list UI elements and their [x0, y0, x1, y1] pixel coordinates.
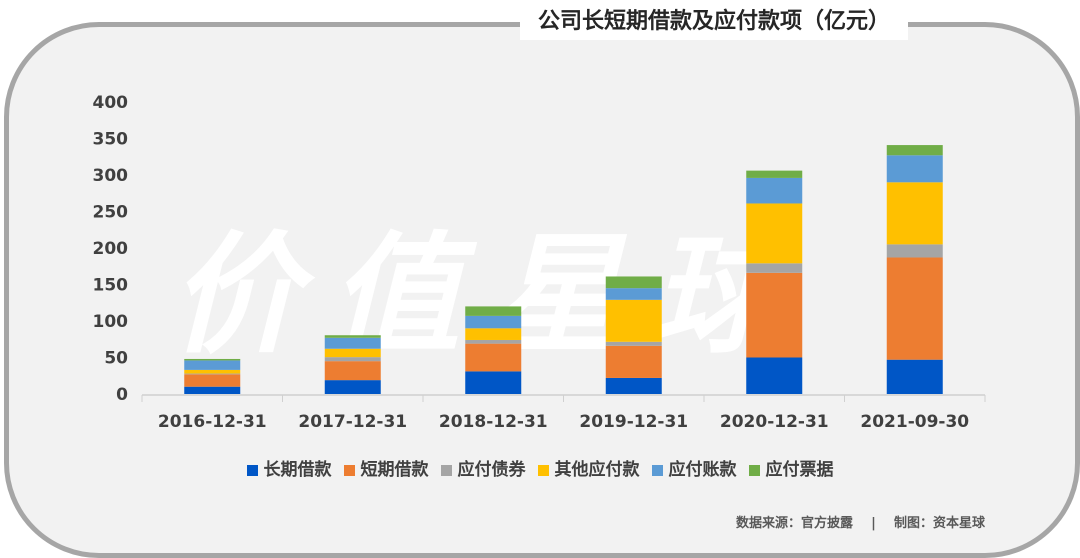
- bar-segment: [184, 358, 241, 361]
- legend-label: 应付债券: [457, 460, 526, 480]
- bar-segment: [746, 203, 803, 264]
- x-tick-label: 2017-12-31: [298, 412, 407, 432]
- bar-segment: [605, 276, 662, 289]
- x-tick-label: 2019-12-31: [579, 412, 688, 432]
- y-tick-label: 200: [93, 239, 129, 259]
- y-tick-label: 250: [93, 203, 129, 223]
- legend-swatch: [440, 464, 452, 476]
- y-tick-label: 300: [93, 166, 129, 186]
- x-tick-label: 2018-12-31: [439, 412, 548, 432]
- bar-segment: [465, 315, 522, 329]
- y-tick-label: 100: [93, 312, 129, 332]
- x-tick-label: 2020-12-31: [720, 412, 829, 432]
- chart-title: 公司长短期借款及应付款项（亿元）: [520, 4, 909, 40]
- bar-segment: [886, 359, 943, 394]
- legend-swatch: [537, 464, 549, 476]
- bar-segment: [465, 339, 522, 344]
- bar-segment: [324, 335, 381, 338]
- bar-segment: [746, 357, 803, 394]
- bar-segment: [184, 374, 241, 387]
- y-tick-label: 0: [116, 385, 128, 405]
- legend-item: 其他应付款: [537, 460, 640, 480]
- legend-label: 应付票据: [765, 460, 834, 480]
- bar-segment: [886, 145, 943, 156]
- bar-segment: [746, 170, 803, 178]
- bar-segment: [465, 328, 522, 340]
- bar-segment: [886, 182, 943, 245]
- bar-segment: [324, 361, 381, 381]
- bar-segment: [886, 244, 943, 258]
- separator: |: [871, 516, 876, 531]
- x-tick-label: 2016-12-31: [158, 412, 267, 432]
- bar-segment: [184, 360, 241, 370]
- legend-item: 长期借款: [246, 460, 332, 480]
- bar-segment: [605, 345, 662, 378]
- legend: 长期借款 短期借款 应付债券 其他应付款 应付账款 应付票据: [0, 455, 1080, 480]
- bar-segment: [465, 371, 522, 394]
- bar-segment: [465, 306, 522, 316]
- bar-segment: [324, 348, 381, 358]
- bar-segment: [605, 341, 662, 346]
- bar-segment: [605, 288, 662, 300]
- footer: 数据来源：官方披露 | 制图：资本星球: [736, 512, 985, 531]
- bar-segment: [324, 357, 381, 362]
- y-tick-label: 150: [93, 276, 129, 296]
- bar-segment: [324, 337, 381, 349]
- bar-segment: [184, 369, 241, 374]
- y-tick-label: 350: [93, 130, 129, 150]
- legend-item: 应付债券: [440, 460, 526, 480]
- legend-swatch: [748, 464, 760, 476]
- legend-item: 短期借款: [343, 460, 429, 480]
- source-text: 数据来源：官方披露: [736, 516, 854, 531]
- bar-segment: [184, 373, 241, 375]
- bar-segment: [324, 380, 381, 394]
- bar-segment: [605, 377, 662, 394]
- bar-segment: [184, 386, 241, 394]
- legend-label: 其他应付款: [554, 460, 640, 480]
- bar-segment: [605, 299, 662, 342]
- legend-swatch: [246, 464, 258, 476]
- bar-segment: [746, 272, 803, 358]
- y-tick-label: 50: [104, 349, 128, 369]
- made-by-text: 制图：资本星球: [893, 516, 985, 531]
- legend-swatch: [343, 464, 355, 476]
- bar-segment: [746, 177, 803, 204]
- bar-segment: [886, 155, 943, 183]
- legend-swatch: [651, 464, 663, 476]
- y-tick-label: 400: [93, 93, 129, 113]
- legend-label: 长期借款: [263, 460, 332, 480]
- bar-segment: [746, 263, 803, 273]
- legend-item: 应付票据: [748, 460, 834, 480]
- bar-segment: [886, 257, 943, 360]
- x-tick-label: 2021-09-30: [860, 412, 969, 432]
- legend-label: 短期借款: [360, 460, 429, 480]
- bar-segment: [465, 343, 522, 372]
- legend-label: 应付账款: [668, 460, 737, 480]
- legend-item: 应付账款: [651, 460, 737, 480]
